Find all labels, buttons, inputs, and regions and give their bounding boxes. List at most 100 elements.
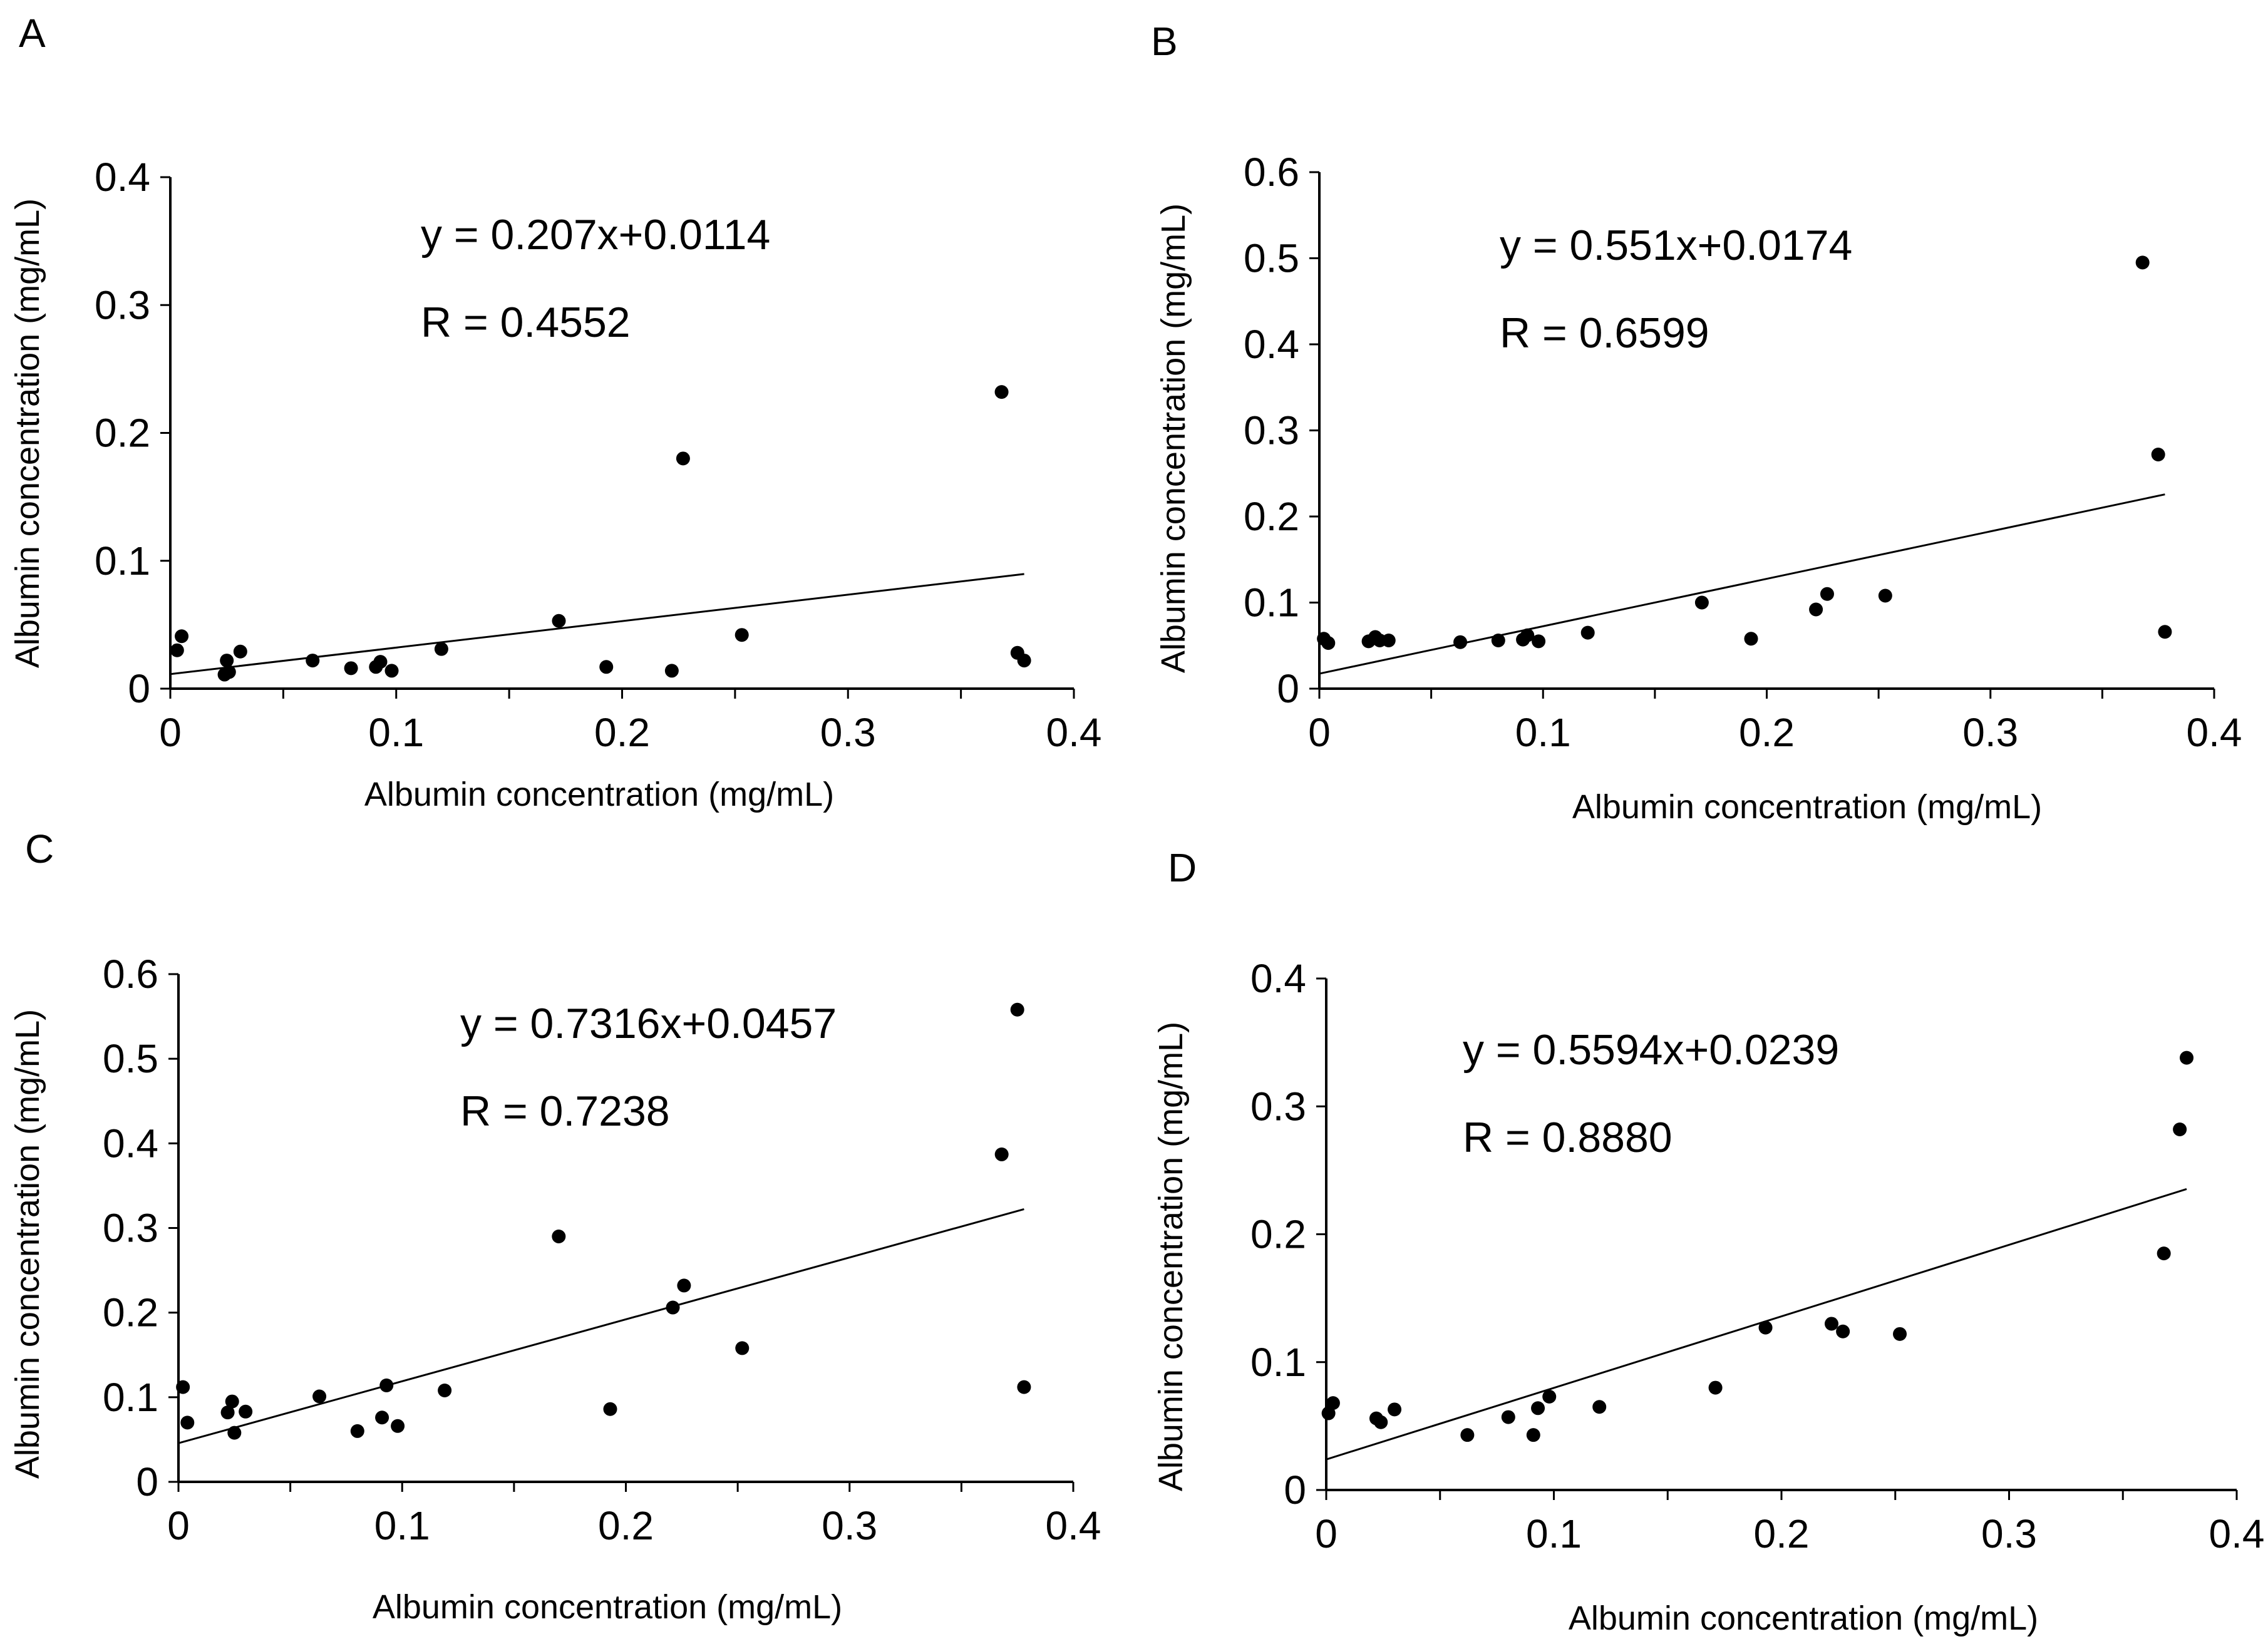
data-point <box>438 1384 452 1398</box>
panel-letter: D <box>1168 845 1197 890</box>
y-tick-label: 0.1 <box>95 538 150 583</box>
data-point <box>1526 1428 1540 1442</box>
y-tick-label: 0.5 <box>103 1036 158 1081</box>
x-tick-label: 0.1 <box>1526 1511 1582 1556</box>
data-point <box>2158 625 2172 639</box>
data-point <box>350 1424 364 1438</box>
data-point <box>1374 1415 1388 1429</box>
panel-letter: B <box>1151 19 1178 64</box>
data-point <box>1381 634 1396 647</box>
plot-area: 0 0.1 0.2 0.3 0.4 0 0.1 0.2 0.3 0.4 0.5 0.6 <box>1244 150 2242 755</box>
x-tick-label: 0.3 <box>1981 1511 2037 1556</box>
data-point <box>1744 632 1758 646</box>
data-point <box>1501 1410 1515 1424</box>
data-point <box>994 1147 1009 1161</box>
x-axis-title: Albumin concentration (mg/mL) <box>373 1588 842 1626</box>
data-point <box>1824 1317 1838 1331</box>
data-point <box>2151 448 2165 461</box>
data-point <box>1809 602 1823 617</box>
data-point <box>220 654 234 668</box>
data-point <box>1321 636 1336 650</box>
x-tick-label: 0.1 <box>1515 710 1571 755</box>
data-point <box>1820 587 1834 601</box>
data-point <box>1532 634 1546 649</box>
y-tick-label: 0.2 <box>95 411 150 456</box>
y-tick-label: 0.4 <box>103 1121 158 1166</box>
data-point <box>239 1404 253 1419</box>
y-axis-title: Albumin concentration (mg/mL) <box>9 1009 46 1479</box>
data-point <box>994 385 1009 399</box>
y-tick-label: 0.3 <box>95 282 150 327</box>
data-point <box>434 642 448 656</box>
y-tick-label: 0.3 <box>103 1206 158 1251</box>
y-tick-label: 0.3 <box>1250 1084 1306 1129</box>
x-axis-title: Albumin concentration (mg/mL) <box>364 776 834 813</box>
panel-D: D y = 0.5594x+0.0239 R = 0.8880 Albumin … <box>1152 845 2264 1637</box>
x-tick-label: 0.3 <box>820 710 876 755</box>
panel-A: A y = 0.207x+0.0114 R = 0.4552 Albumin c… <box>9 11 1101 813</box>
x-tick-label: 0.3 <box>1962 710 2018 755</box>
y-tick-label: 0 <box>1277 666 1299 711</box>
x-tick-label: 0 <box>1315 1511 1338 1556</box>
data-point <box>552 614 566 628</box>
data-point <box>227 1426 242 1440</box>
data-point <box>666 1300 680 1315</box>
y-tick-label: 0.1 <box>1250 1340 1306 1385</box>
x-tick-label: 0.4 <box>1046 710 1102 755</box>
data-point <box>2157 1246 2171 1261</box>
data-point <box>735 628 749 642</box>
data-point <box>1460 1428 1475 1442</box>
panel-letter: A <box>19 11 46 56</box>
x-tick-label: 0.3 <box>822 1503 877 1548</box>
equation-label: y = 0.551x+0.0174 <box>1500 222 1852 269</box>
data-point <box>1017 654 1031 668</box>
y-tick-label: 0.6 <box>1244 150 1299 195</box>
data-point <box>176 1380 190 1394</box>
y-tick-label: 0.5 <box>1244 236 1299 281</box>
equation-label: y = 0.7316x+0.0457 <box>460 1000 837 1047</box>
data-point <box>1531 1401 1545 1415</box>
data-point <box>220 1405 235 1420</box>
data-point <box>1836 1324 1850 1338</box>
panel-C: C y = 0.7316x+0.0457 R = 0.7238 Albumin … <box>9 826 1101 1626</box>
y-tick-label: 0.4 <box>1244 322 1299 367</box>
y-axis-title: Albumin concentration (mg/mL) <box>9 198 46 668</box>
data-point <box>2180 1051 2194 1065</box>
x-tick-label: 0.2 <box>598 1503 654 1548</box>
data-point <box>552 1230 566 1244</box>
plot-area: 0 0.1 0.2 0.3 0.4 0 0.1 0.2 0.3 0.4 0.5 0.6 <box>103 952 1101 1548</box>
data-point <box>1542 1389 1557 1404</box>
r-value-label: R = 0.8880 <box>1463 1114 1673 1161</box>
data-point <box>1708 1380 1723 1395</box>
data-point <box>391 1419 405 1433</box>
data-point <box>1580 625 1595 640</box>
x-tick-label: 0.4 <box>2209 1511 2265 1556</box>
data-point <box>384 664 399 678</box>
data-point <box>677 1278 691 1293</box>
equation-label: y = 0.5594x+0.0239 <box>1463 1026 1839 1074</box>
y-tick-label: 0 <box>136 1459 158 1504</box>
x-tick-label: 0.4 <box>1046 1503 1101 1548</box>
x-tick-label: 0.4 <box>2187 710 2242 755</box>
regression-line <box>1326 1188 2187 1461</box>
data-point <box>1388 1402 1402 1417</box>
data-point <box>1758 1320 1773 1335</box>
data-point <box>1878 588 1892 603</box>
data-point <box>1453 635 1468 649</box>
panel-B: B y = 0.551x+0.0174 R = 0.6599 Albumin c… <box>1151 19 2242 826</box>
data-point <box>306 654 320 668</box>
plot-area: 0 0.1 0.2 0.3 0.4 0 0.1 0.2 0.3 0.4 <box>95 155 1101 755</box>
data-point <box>180 1415 195 1430</box>
data-point <box>1491 634 1505 647</box>
y-axis-title: Albumin concentration (mg/mL) <box>1152 1022 1190 1491</box>
data-point <box>1326 1396 1340 1410</box>
plot-area: 0 0.1 0.2 0.3 0.4 0 0.1 0.2 0.3 0.4 <box>1250 956 2264 1556</box>
r-value-label: R = 0.7238 <box>460 1087 670 1135</box>
data-point <box>373 655 388 669</box>
x-tick-label: 0.2 <box>1754 1511 1810 1556</box>
x-tick-label: 0.2 <box>1739 710 1795 755</box>
y-tick-label: 0 <box>128 666 150 711</box>
data-point <box>603 1402 617 1416</box>
data-point <box>2173 1123 2187 1137</box>
data-point <box>735 1341 750 1355</box>
